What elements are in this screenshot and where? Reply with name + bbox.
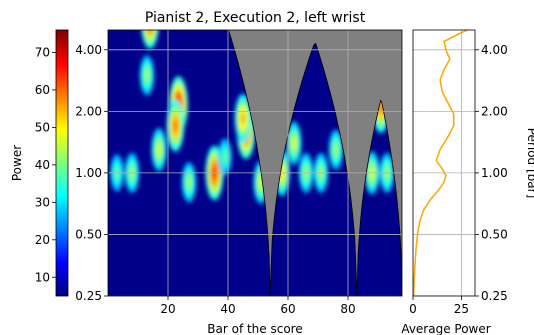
side-x-label: Average Power xyxy=(401,322,490,335)
hotspot-layer xyxy=(240,111,246,126)
main-y-ticks: 4.00 2.00 1.00 0.50 0.25 xyxy=(75,43,108,303)
side-y-tick-label: 1.00 xyxy=(481,166,508,180)
cone-of-influence xyxy=(228,30,402,296)
side-y-tick-label: 0.50 xyxy=(481,227,508,241)
average-power-plot: 0 25 4.00 2.00 1.00 0.50 0.25 Average Power P… xyxy=(401,29,534,335)
main-title: Pianist 2, Execution 2, left wrist xyxy=(145,10,366,26)
main-plot: 20 40 60 80 4.00 2.00 1.00 0.50 0.25 Pianist 2,… xyxy=(75,10,403,335)
side-plot-frame xyxy=(412,29,476,297)
main-x-tick-label: 20 xyxy=(160,302,175,316)
hotspot-layer xyxy=(156,143,162,156)
colorbar-tick-label: 70 xyxy=(35,45,50,59)
colorbar-tick-label: 30 xyxy=(35,195,50,209)
colorbar-ticks: 10 20 30 40 50 60 70 xyxy=(35,45,56,284)
side-y-tick-label: 4.00 xyxy=(481,43,508,57)
main-grid xyxy=(108,30,402,296)
main-y-tick-label: 4.00 xyxy=(75,43,102,57)
main-x-ticks: 20 40 60 80 xyxy=(160,296,356,316)
side-y-tick-label: 0.25 xyxy=(481,289,508,303)
main-x-tick-label: 40 xyxy=(220,302,235,316)
main-y-tick-label: 0.25 xyxy=(75,289,102,303)
power-hotspots xyxy=(110,30,395,204)
colorbar: 10 20 30 40 50 60 70 Power xyxy=(10,29,69,297)
colorbar-tick-label: 10 xyxy=(35,270,50,284)
side-y-label: Period [bar] xyxy=(525,128,534,199)
side-plot-background xyxy=(413,30,475,296)
side-x-tick-label: 0 xyxy=(409,302,417,316)
hotspot-layer xyxy=(173,118,178,133)
main-x-tick-label: 80 xyxy=(340,302,355,316)
main-x-tick-label: 60 xyxy=(280,302,295,316)
hotspot-layer xyxy=(145,69,149,81)
hotspot-layer xyxy=(334,144,338,156)
hotspot-layer xyxy=(187,176,191,188)
colorbar-tick-label: 50 xyxy=(35,120,50,134)
side-x-ticks: 0 25 xyxy=(409,296,469,316)
colorbar-tick-label: 60 xyxy=(35,83,50,97)
colorbar-gradient xyxy=(55,29,69,297)
colorbar-tick-label: 20 xyxy=(35,233,50,247)
main-y-tick-label: 1.00 xyxy=(75,166,102,180)
main-y-tick-label: 0.50 xyxy=(75,227,102,241)
main-y-tick-label: 2.00 xyxy=(75,104,102,118)
colorbar-tick-label: 40 xyxy=(35,158,50,172)
hotspot-layer xyxy=(223,151,227,162)
hotspot-layer xyxy=(143,30,157,43)
side-y-tick-label: 2.00 xyxy=(481,104,508,118)
side-x-tick-label: 25 xyxy=(454,302,469,316)
side-y-ticks: 4.00 2.00 1.00 0.50 0.25 xyxy=(475,43,508,303)
main-x-label: Bar of the score xyxy=(207,322,302,335)
hotspot-layer xyxy=(146,30,154,36)
main-plot-frame xyxy=(107,29,403,297)
colorbar-label: Power xyxy=(10,145,24,181)
hotspot-layer xyxy=(291,137,297,149)
average-power-line xyxy=(413,30,468,296)
